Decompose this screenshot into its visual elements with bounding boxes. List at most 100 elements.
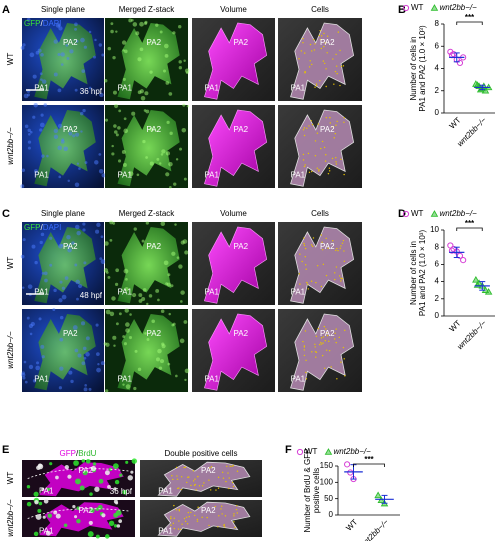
nucleus — [72, 134, 76, 138]
cell-dot — [180, 488, 183, 491]
data-point — [456, 59, 464, 67]
cell-dot — [172, 478, 174, 481]
column-header: Cells — [311, 209, 329, 218]
cell-dot — [320, 35, 323, 37]
cell-dot — [318, 169, 320, 171]
nucleus — [44, 278, 48, 283]
nucleus — [144, 91, 149, 96]
nucleus — [60, 52, 65, 57]
y-tick-label: 0 — [329, 510, 334, 519]
brdu-cell — [115, 509, 122, 516]
cell-dot — [343, 250, 345, 252]
y-axis-label: Number of cells in — [409, 36, 418, 100]
nucleus — [145, 221, 149, 225]
stain-part: DAPI — [43, 223, 62, 232]
nucleus — [139, 21, 144, 27]
nucleus — [57, 52, 61, 56]
nucleus — [58, 26, 63, 31]
nucleus — [121, 40, 127, 45]
cell-dot — [305, 378, 308, 380]
nucleus — [75, 132, 80, 137]
nucleus — [76, 162, 80, 165]
cell-dot — [321, 140, 324, 143]
nucleus — [37, 48, 42, 53]
row-label: wnt2bb−/− — [6, 331, 15, 369]
cell-dot — [185, 516, 188, 518]
cell-dot — [313, 39, 315, 41]
nucleus — [74, 22, 78, 27]
cell-dot — [318, 170, 320, 172]
cell-dot — [309, 43, 312, 46]
cell-dot — [308, 125, 310, 127]
image-tile: PA2 PA1 — [103, 308, 190, 393]
cell-dot — [303, 165, 306, 168]
nucleus — [40, 232, 45, 237]
nucleus — [169, 131, 173, 135]
cell-dot — [302, 129, 305, 131]
cell-dot — [315, 84, 318, 87]
cell-dot — [170, 524, 172, 526]
cell-dot — [325, 116, 328, 119]
cell-dot — [175, 509, 178, 511]
cell-dot — [317, 327, 319, 330]
nucleus — [115, 268, 120, 273]
nucleus — [99, 92, 104, 98]
nucleus — [111, 152, 115, 156]
nucleus — [88, 30, 92, 34]
cell-dot — [303, 127, 306, 129]
nucleus — [39, 128, 43, 132]
nucleus — [129, 313, 132, 316]
nucleus — [36, 361, 40, 365]
nucleus — [136, 173, 140, 177]
brdu-cell — [26, 501, 32, 507]
nucleus — [178, 66, 183, 70]
brdu-cell — [64, 465, 69, 470]
brdu-cell — [45, 530, 51, 536]
image-tile: PA2 PA1 — [21, 308, 105, 392]
nucleus — [78, 283, 83, 289]
cell-dot — [298, 58, 300, 60]
cell-dot — [173, 527, 176, 530]
cell-dot — [177, 487, 179, 490]
nucleus — [64, 276, 69, 280]
image-tile: PA2 PA1 — [192, 309, 275, 392]
legend-marker — [402, 4, 410, 12]
nucleus — [22, 286, 25, 289]
cell-dot — [209, 467, 211, 469]
y-tick-label: 8 — [435, 242, 440, 251]
stain-part: GFP — [60, 449, 76, 458]
legend-label: wnt2bb−/− — [333, 447, 371, 456]
data-point — [472, 275, 480, 283]
cell-dot — [233, 513, 235, 515]
nucleus — [111, 144, 114, 148]
nucleus — [159, 30, 163, 34]
panel-letter: F — [285, 444, 292, 456]
region-label: PA2 — [320, 125, 335, 134]
nucleus — [184, 250, 189, 255]
cell-dot — [318, 34, 321, 37]
y-tick-label: 8 — [435, 19, 440, 28]
nucleus — [133, 386, 137, 391]
nucleus — [118, 109, 122, 113]
cell-dot — [334, 278, 336, 281]
cell-dot — [184, 520, 187, 523]
nucleus — [164, 54, 169, 58]
cell-dot — [324, 62, 326, 65]
nucleus — [100, 361, 105, 366]
nucleus — [84, 161, 88, 164]
nucleus — [77, 353, 82, 358]
cell-dot — [192, 480, 195, 482]
cell-dot — [301, 260, 303, 263]
cell-dot — [224, 526, 226, 528]
cell-dot — [343, 121, 345, 123]
cell-dot — [339, 49, 341, 52]
cell-outline — [157, 501, 251, 537]
nucleus — [165, 172, 170, 177]
data-point — [374, 491, 382, 499]
brdu-cell — [112, 463, 119, 470]
cell-dot — [223, 524, 225, 526]
cell-dot — [340, 65, 343, 68]
cell-dot — [311, 50, 313, 52]
cell-dot — [322, 263, 325, 266]
nucleus — [176, 256, 180, 259]
